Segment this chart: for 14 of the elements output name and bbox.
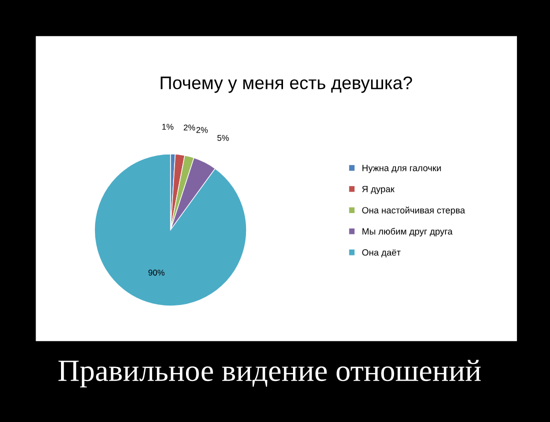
data-label: 2% bbox=[196, 127, 208, 133]
data-label: 90% bbox=[148, 270, 164, 276]
legend-label: Она настойчивая стерва bbox=[362, 206, 466, 216]
legend-label: Она даёт bbox=[362, 249, 401, 258]
chart-title: Почему у меня есть девушка? bbox=[160, 76, 412, 93]
data-label: 5% bbox=[217, 134, 229, 141]
legend-label: Нужна для галочки bbox=[362, 164, 441, 173]
pie-slice bbox=[170, 157, 216, 230]
text: Правильное видение отношений bbox=[58, 360, 481, 388]
pie-slice bbox=[94, 154, 247, 306]
data-label: 1% bbox=[162, 124, 174, 130]
legend-label: Я дурак bbox=[362, 186, 395, 194]
data-label: 2% bbox=[184, 124, 196, 130]
legend-label: Мы любим друг друга bbox=[362, 228, 453, 236]
